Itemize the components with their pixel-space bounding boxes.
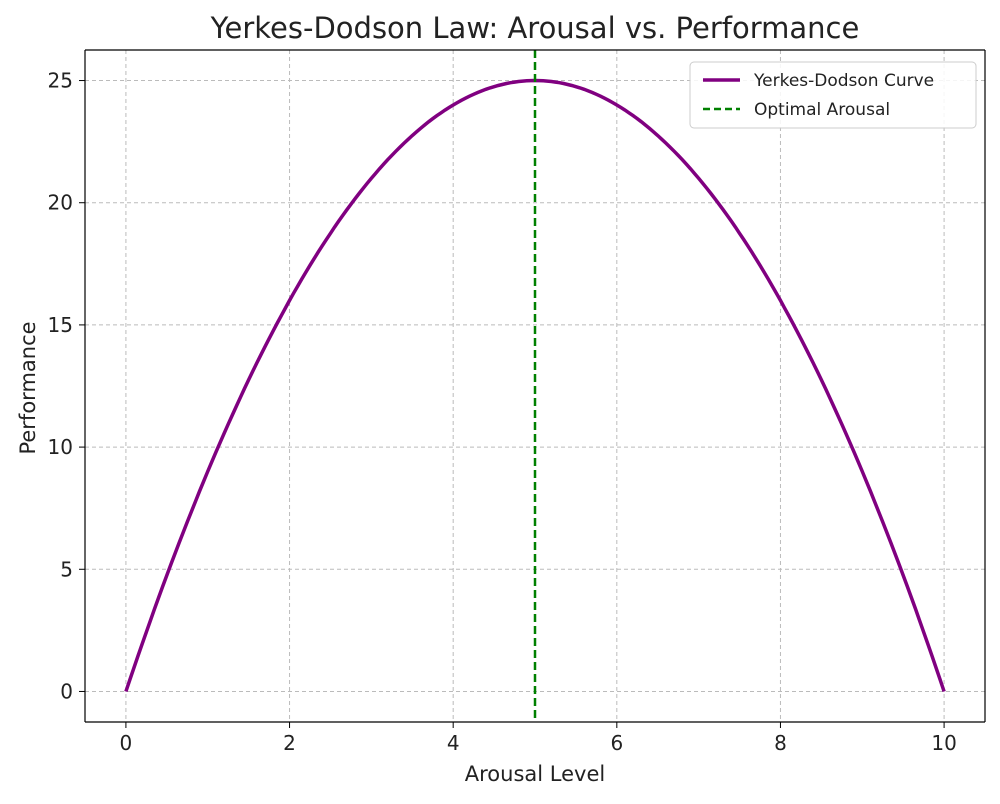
- x-axis-label: Arousal Level: [465, 762, 605, 786]
- x-tick-label: 10: [931, 731, 956, 755]
- legend-label-optimal: Optimal Arousal: [754, 100, 890, 120]
- y-tick-label: 10: [48, 435, 73, 459]
- chart-title: Yerkes-Dodson Law: Arousal vs. Performan…: [210, 11, 860, 45]
- x-tick-label: 0: [120, 731, 133, 755]
- x-tick-label: 2: [283, 731, 296, 755]
- y-tick-label: 5: [60, 557, 73, 581]
- legend-label-curve: Yerkes-Dodson Curve: [753, 71, 934, 91]
- y-tick-label: 25: [48, 69, 73, 93]
- x-tick-label: 4: [447, 731, 460, 755]
- x-tick-label: 6: [610, 731, 623, 755]
- y-tick-label: 15: [48, 313, 73, 337]
- y-axis-label: Performance: [16, 321, 40, 454]
- x-tick-label: 8: [774, 731, 787, 755]
- legend: Yerkes-Dodson Curve Optimal Arousal: [689, 61, 977, 129]
- y-tick-label: 20: [48, 191, 73, 215]
- y-tick-label: 0: [60, 679, 73, 703]
- legend-box: [689, 61, 977, 129]
